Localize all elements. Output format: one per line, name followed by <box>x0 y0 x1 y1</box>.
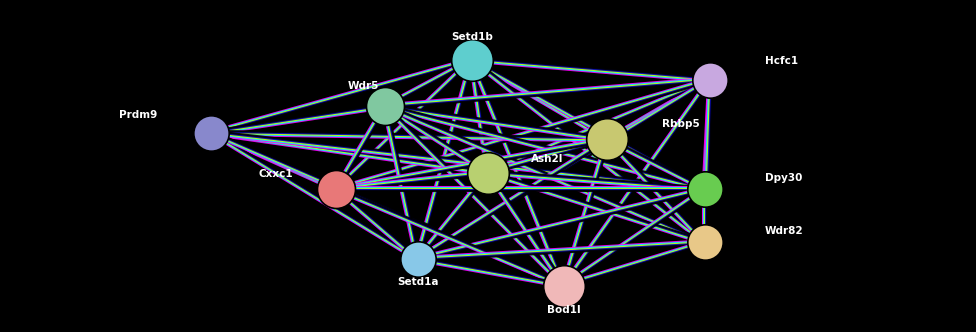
Point <box>556 283 572 288</box>
Text: Wdr5: Wdr5 <box>347 81 379 91</box>
Point <box>204 130 220 135</box>
Point <box>328 187 344 192</box>
Point <box>697 240 712 245</box>
Point <box>410 256 426 262</box>
Point <box>697 187 712 192</box>
Text: Dpy30: Dpy30 <box>764 173 802 183</box>
Text: Setd1a: Setd1a <box>397 277 438 287</box>
Point <box>377 104 392 109</box>
Text: Hcfc1: Hcfc1 <box>764 56 797 66</box>
Text: Setd1b: Setd1b <box>451 32 493 42</box>
Point <box>480 170 496 175</box>
Text: Rbbp5: Rbbp5 <box>662 120 699 129</box>
Point <box>464 57 479 62</box>
Text: Prdm9: Prdm9 <box>119 110 157 120</box>
Text: Ash2l: Ash2l <box>531 154 564 164</box>
Point <box>599 137 615 142</box>
Point <box>703 77 718 82</box>
Text: Bod1l: Bod1l <box>548 305 581 315</box>
Text: Cxxc1: Cxxc1 <box>259 169 293 179</box>
Text: Wdr82: Wdr82 <box>764 226 803 236</box>
